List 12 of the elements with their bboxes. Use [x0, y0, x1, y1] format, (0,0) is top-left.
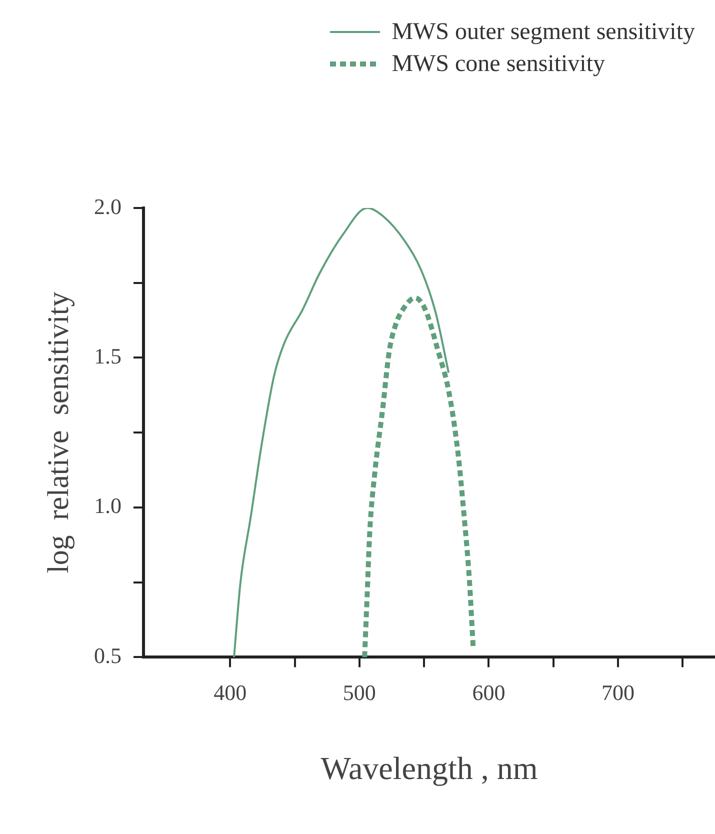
y-tick-label: 0.5: [94, 642, 122, 668]
x-tick-label: 700: [602, 680, 635, 706]
x-tick-label: 400: [214, 680, 247, 706]
y-tick-label: 2.0: [94, 194, 122, 219]
y-tick-label: 1.5: [94, 344, 122, 369]
y-axis-title: log relative sensitivity: [42, 292, 75, 574]
x-tick-label: 500: [342, 680, 376, 706]
x-axis-title: Wavelength , nm: [320, 750, 538, 786]
legend-label: MWS outer segment sensitivity: [392, 18, 695, 47]
y-tick-label: 1.0: [94, 493, 122, 518]
legend-label: MWS cone sensitivity: [392, 50, 606, 79]
x-tick-label: 600: [472, 680, 506, 706]
